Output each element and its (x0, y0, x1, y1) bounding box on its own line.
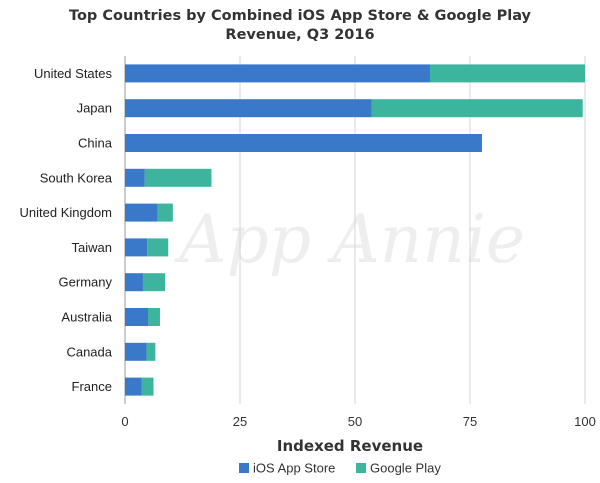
x-tick-label: 25 (233, 414, 247, 429)
category-labels: United States Japan China South Korea United… (20, 66, 113, 394)
bar-google-play-united-kingdom (157, 203, 173, 222)
x-tick-label: 100 (574, 414, 596, 429)
bar-google-play-canada (146, 342, 156, 361)
bar-google-play-france (141, 377, 154, 396)
x-tick-label: 75 (463, 414, 477, 429)
x-tick-label: 0 (121, 414, 128, 429)
bar-ios-united-states (125, 64, 430, 83)
category-label: United Kingdom (20, 205, 113, 220)
legend-label-ios: iOS App Store (253, 461, 335, 476)
bar-google-play-australia (148, 308, 160, 326)
legend-label-google-play: Google Play (370, 461, 441, 476)
category-label: Canada (66, 344, 112, 359)
x-tick-label: 50 (348, 414, 362, 429)
bar-ios-south-korea (125, 168, 145, 187)
bars (125, 64, 585, 396)
category-label: Germany (59, 275, 113, 290)
category-label: Taiwan (72, 240, 112, 255)
x-tick-labels: 0 25 50 75 100 (121, 414, 595, 429)
legend-swatch-ios (239, 463, 249, 473)
bar-ios-china (125, 134, 482, 152)
bar-google-play-germany (142, 273, 166, 292)
category-label: Japan (77, 101, 112, 116)
bar-google-play-united-states (429, 64, 585, 83)
bar-google-play-japan (371, 99, 583, 118)
bar-ios-taiwan (125, 238, 148, 257)
category-label: South Korea (40, 170, 113, 185)
bar-ios-united-kingdom (125, 203, 158, 222)
bar-google-play-south-korea (144, 168, 212, 187)
bar-ios-australia (125, 308, 148, 326)
bar-ios-canada (125, 342, 147, 361)
chart-title-line-1: Top Countries by Combined iOS App Store … (68, 8, 532, 24)
category-label: France (72, 379, 112, 394)
legend-swatch-google-play (356, 463, 366, 473)
bar-ios-france (125, 377, 142, 396)
watermark: App Annie (173, 201, 525, 278)
legend: iOS App Store Google Play (239, 461, 441, 476)
chart-title-line-2: Revenue, Q3 2016 (225, 27, 375, 43)
category-label: United States (34, 66, 113, 81)
x-axis-title: Indexed Revenue (277, 437, 423, 455)
category-label: Australia (61, 310, 112, 325)
bar-ios-japan (125, 99, 372, 118)
bar-google-play-taiwan (147, 238, 169, 257)
category-label: China (78, 136, 113, 151)
bar-ios-germany (125, 273, 143, 292)
